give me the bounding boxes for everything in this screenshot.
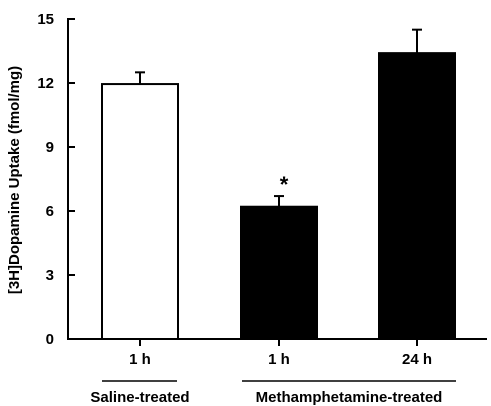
bar bbox=[378, 52, 456, 341]
x-tick-label: 1 h bbox=[129, 351, 151, 368]
y-tick-label: 12 bbox=[37, 75, 54, 92]
y-tick-label: 9 bbox=[46, 139, 54, 156]
y-tick-label: 6 bbox=[46, 203, 54, 220]
y-tick-label: 0 bbox=[46, 331, 54, 348]
y-axis-label: [3H]Dopamine Uptake (fmol/mg) bbox=[6, 66, 23, 294]
bar bbox=[101, 83, 179, 340]
significance-asterisk: * bbox=[280, 172, 289, 197]
group-label: Methamphetamine-treated bbox=[256, 389, 443, 406]
x-tick-label: 1 h bbox=[268, 351, 290, 368]
y-tick-label: 3 bbox=[46, 267, 54, 284]
y-tick-label: 15 bbox=[37, 11, 54, 28]
bar bbox=[240, 205, 318, 340]
x-tick-label: 24 h bbox=[402, 351, 432, 368]
plot-area: 0 3 6 9 12 15 1 h 1 h 24 h * Saline-treated Methamp… bbox=[37, 11, 487, 406]
group-label: Saline-treated bbox=[90, 389, 189, 406]
